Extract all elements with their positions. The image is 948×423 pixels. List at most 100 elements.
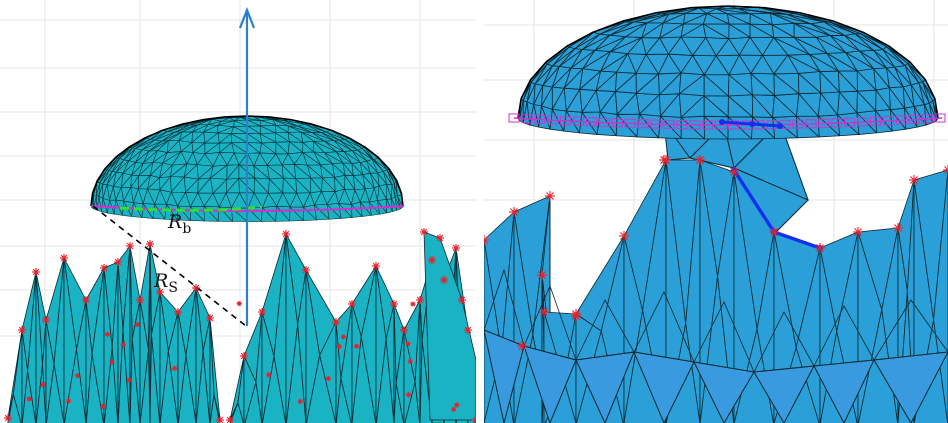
mesh-triangle <box>376 338 395 423</box>
vertex-marker <box>100 403 106 410</box>
mesh-triangle <box>209 394 221 423</box>
vertex-marker <box>156 288 164 296</box>
right-panel <box>484 0 948 423</box>
vertex-marker <box>943 165 948 175</box>
mesh-triangle <box>7 393 22 423</box>
marker-stroke <box>332 318 340 326</box>
marker-stroke <box>660 156 668 164</box>
mesh-triangle <box>159 350 179 423</box>
mesh-triangle <box>306 354 337 423</box>
vertex-marker <box>236 301 242 307</box>
mesh-triangle <box>64 349 87 423</box>
mesh-triangle <box>195 350 211 423</box>
marker-stroke <box>458 296 466 304</box>
marker-stroke <box>440 276 448 284</box>
vertex-marker <box>440 276 448 284</box>
marker-stroke <box>472 416 476 421</box>
axis-arrow-head <box>238 6 256 29</box>
marker-stroke <box>464 326 472 334</box>
marker-stroke <box>354 343 359 349</box>
mesh-triangle <box>404 381 421 423</box>
vertex-marker <box>32 268 40 276</box>
mesh-triangle <box>85 353 104 423</box>
vertex-marker <box>509 207 519 217</box>
marker-stroke <box>944 169 948 174</box>
vertex-marker <box>258 308 266 316</box>
mesh-edge <box>813 305 875 367</box>
marker-stroke <box>134 322 140 327</box>
vertex-marker <box>192 284 200 292</box>
vertex-marker <box>114 258 122 266</box>
mesh-triangle <box>262 356 287 423</box>
marker-stroke <box>27 396 32 402</box>
marker-stroke <box>105 332 110 337</box>
marker-stroke <box>42 316 50 324</box>
marker-stroke <box>944 166 948 171</box>
marker-stroke <box>100 404 105 409</box>
marker-stroke <box>266 372 271 377</box>
vertex-marker <box>240 352 248 360</box>
marker-stroke <box>206 314 214 322</box>
mesh-triangle <box>139 349 151 423</box>
marker-stroke <box>454 402 460 408</box>
vertex-marker <box>18 326 26 334</box>
vertex-marker <box>172 365 178 371</box>
vertex-marker <box>729 167 739 177</box>
marker-stroke <box>4 414 12 422</box>
marker-stroke <box>121 342 126 347</box>
dome-outline <box>517 5 939 119</box>
vertex-marker <box>428 256 436 264</box>
mesh-edge <box>753 311 815 373</box>
mesh-triangle <box>244 381 263 423</box>
marker-stroke <box>302 266 310 274</box>
vertex-marker <box>571 311 581 321</box>
rim-line <box>513 117 943 126</box>
vertex-marker <box>400 326 408 334</box>
marker-stroke <box>75 373 80 378</box>
marker-stroke <box>60 254 68 262</box>
vertex-marker <box>100 264 108 272</box>
marker-stroke <box>770 228 778 236</box>
vertex-marker <box>4 414 12 422</box>
vertex-marker <box>407 358 413 365</box>
label-r-b: Rb <box>167 211 191 237</box>
mesh-triangle <box>178 355 197 423</box>
marker-stroke <box>408 359 413 364</box>
mesh-triangle <box>230 402 244 423</box>
vertex-marker <box>65 398 72 404</box>
marker-stroke <box>390 300 398 308</box>
marker-stroke <box>226 416 234 423</box>
marker-stroke <box>428 256 436 264</box>
left-panel: Rb RS <box>0 0 476 423</box>
mesh-edge <box>484 268 525 347</box>
edge-path-node <box>719 119 725 125</box>
vertex-marker <box>136 296 144 304</box>
marker-stroke <box>538 271 546 279</box>
marker-stroke <box>420 228 428 236</box>
vertex-marker <box>405 392 412 398</box>
marker-stroke <box>348 300 356 308</box>
mesh-edge <box>693 301 755 373</box>
marker-stroke <box>620 232 628 240</box>
vertex-marker <box>42 316 50 324</box>
vertex-marker <box>815 243 825 253</box>
vertex-marker <box>853 227 863 237</box>
mesh-triangle <box>335 378 352 423</box>
marker-stroke <box>436 234 444 242</box>
edge-path-node <box>777 123 783 129</box>
marker-stroke <box>572 312 580 320</box>
vertex-markers <box>484 155 948 351</box>
marker-stroke <box>236 301 242 306</box>
vertex-marker <box>909 175 919 185</box>
vertex-marker <box>619 231 629 241</box>
marker-stroke <box>484 239 488 244</box>
dome-mesh <box>517 5 939 140</box>
mesh-edge <box>873 299 948 361</box>
marker-stroke <box>172 366 177 371</box>
vertex-marker <box>539 307 549 317</box>
vertex-marker <box>126 242 134 250</box>
vertex-marker <box>120 341 126 348</box>
marker-stroke <box>18 326 26 334</box>
vertex-marker <box>26 396 32 402</box>
marker-stroke <box>240 352 248 360</box>
